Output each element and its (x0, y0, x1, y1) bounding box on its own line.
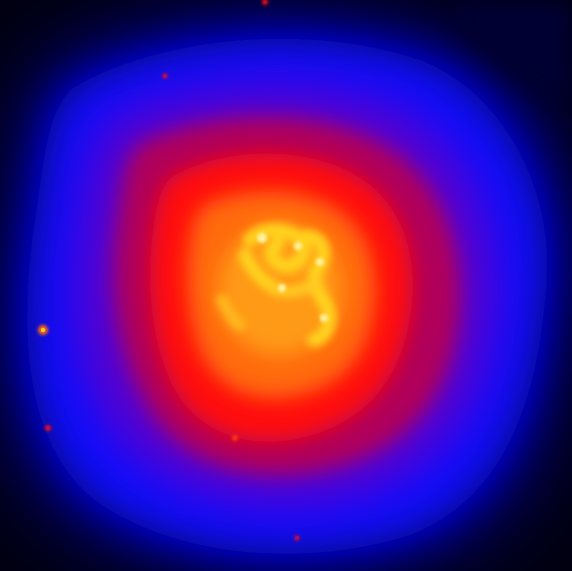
filament-cross (269, 276, 324, 298)
point-source (45, 425, 51, 431)
highlight-spot (294, 242, 302, 250)
point-source (262, 0, 268, 5)
point-source (232, 435, 238, 441)
highlight-spot (320, 314, 328, 322)
filament-loop (243, 223, 311, 274)
filament-left-arm (216, 294, 246, 331)
dark-corner (455, 0, 572, 100)
filament-highlights (257, 233, 328, 322)
point-source (162, 73, 168, 79)
bright-filament (216, 223, 337, 347)
point-source (41, 328, 45, 332)
highlight-spot (278, 284, 286, 292)
highlight-spot (316, 258, 324, 266)
point-source (294, 535, 300, 541)
highlight-spot (257, 233, 267, 243)
point-sources (38, 0, 300, 541)
